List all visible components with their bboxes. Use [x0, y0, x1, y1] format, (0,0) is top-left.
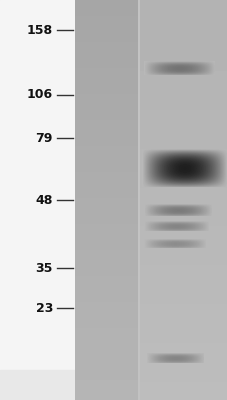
Text: 48: 48 — [35, 194, 53, 206]
Text: 23: 23 — [35, 302, 53, 314]
Bar — [0, 0, 75, 400]
Text: 79: 79 — [35, 132, 53, 144]
Text: 158: 158 — [27, 24, 53, 36]
Text: 106: 106 — [27, 88, 53, 102]
Bar — [0, 370, 227, 400]
Text: 35: 35 — [35, 262, 53, 274]
